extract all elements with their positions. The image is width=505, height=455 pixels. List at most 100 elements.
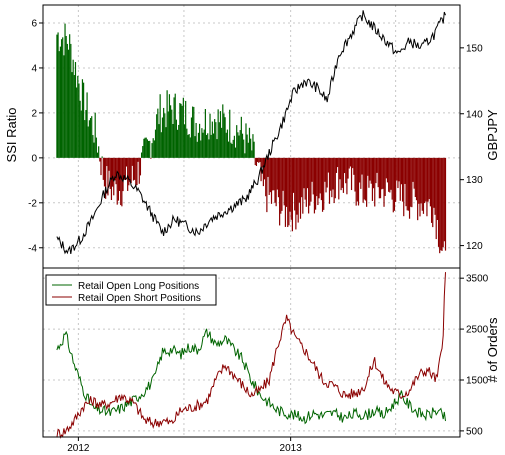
ssi-bar [245, 123, 247, 158]
ssi-bar [366, 157, 368, 207]
ssi-bar [384, 157, 386, 197]
ssi-bar [131, 157, 133, 166]
ssi-bar [424, 157, 426, 203]
ssi-bar [426, 157, 428, 217]
ssi-bar [313, 157, 316, 214]
ssi-bar [121, 157, 123, 207]
ssi-bar [376, 157, 378, 173]
ssi-bar [167, 111, 169, 158]
ssi-bar [396, 157, 398, 181]
y-left-tick-label: 0 [31, 153, 37, 164]
ssi-bar [364, 157, 367, 201]
ssi-ratio-bars [56, 23, 447, 254]
x-tick-label: 2013 [280, 443, 303, 454]
ssi-bar [273, 157, 275, 191]
ssi-bar [100, 157, 102, 176]
ssi-bar [434, 157, 436, 215]
ssi-bar [149, 140, 151, 158]
ssi-bar [385, 157, 387, 179]
ssi-bar [239, 130, 241, 158]
ssi-bar [331, 157, 333, 198]
ssi-bar [146, 139, 148, 158]
ssi-bar [341, 157, 343, 188]
ssi-bar [362, 157, 364, 203]
ssi-bar [56, 34, 58, 158]
ssi-bar [386, 157, 389, 183]
retail-short-positions-line [56, 272, 446, 439]
ssi-bar [217, 109, 219, 158]
y-right-tick-label: 150 [466, 43, 483, 54]
ssi-bar [400, 157, 403, 185]
ssi-bar [407, 157, 409, 211]
ssi-bar [240, 116, 242, 158]
ssi-bar [404, 157, 406, 184]
ssi-bar [334, 157, 336, 199]
ssi-bar [189, 137, 191, 158]
ssi-bar [59, 46, 61, 158]
ssi-bar [252, 134, 254, 158]
ssi-bar [142, 146, 144, 158]
ssi-bar [153, 140, 155, 158]
ssi-bar [294, 157, 296, 211]
ssi-bar [378, 157, 380, 199]
ssi-bar [279, 157, 281, 226]
ssi-bar [197, 132, 200, 158]
ssi-bar [181, 105, 183, 158]
ssi-bar [82, 82, 85, 158]
ssi-bar [333, 157, 335, 204]
ssi-bar [139, 157, 142, 176]
ssi-bar [186, 128, 188, 158]
ssi-bar [305, 157, 307, 207]
ssi-bar [433, 157, 435, 208]
ssi-bar [216, 139, 218, 158]
ssi-bar [115, 157, 117, 185]
ssi-bar [412, 157, 414, 182]
ssi-bar [422, 157, 425, 214]
ssi-bar [296, 157, 298, 215]
ssi-bar [224, 117, 226, 158]
ssi-bar [152, 138, 154, 158]
ssi-bar [175, 119, 177, 158]
ssi-bar [164, 113, 166, 158]
y-orders-tick-label: 500 [466, 426, 483, 437]
ssi-bar [262, 157, 264, 187]
ssi-bar [414, 157, 416, 198]
ssi-bar [57, 32, 59, 158]
ssi-bar [411, 157, 413, 208]
ssi-bar [346, 157, 348, 195]
y-left-tick-label: 6 [31, 18, 37, 29]
ssi-bar [259, 157, 261, 162]
ssi-bar [317, 157, 319, 206]
ssi-bar [222, 104, 224, 158]
ssi-bar [188, 134, 190, 158]
ssi-bar [425, 157, 427, 202]
ssi-bar [355, 157, 357, 206]
ssi-bar [367, 157, 369, 176]
ssi-bar [159, 94, 161, 158]
orders-lines-layer [56, 272, 446, 439]
x-tick-label: 2012 [67, 443, 90, 454]
ssi-bar [194, 136, 196, 158]
ssi-bar [192, 106, 194, 158]
ssi-bar [106, 157, 108, 167]
ssi-bar [319, 157, 321, 194]
ssi-bar [250, 138, 252, 158]
ssi-bar [283, 157, 285, 206]
ssi-bar [60, 39, 63, 158]
ssi-bar [393, 157, 396, 211]
y-left-tick-label: -2 [28, 198, 37, 209]
ssi-bar [419, 157, 421, 217]
ssi-bar [339, 157, 341, 180]
ssi-bar [212, 133, 215, 158]
ssi-bar [415, 157, 418, 201]
ssi-bar [96, 152, 99, 158]
ssi-bar [114, 157, 116, 181]
ssi-bar [238, 135, 240, 158]
ssi-bar [163, 107, 165, 158]
ssi-bar [265, 157, 267, 197]
axes: 2012 2013 -4 -2 0 2 4 6 120 130 140 150 500 1500 2500 3… [28, 18, 489, 454]
ssi-bar [258, 157, 260, 163]
ssi-bar [441, 157, 443, 251]
ssi-bar [381, 157, 383, 190]
ssi-bar [374, 157, 376, 207]
